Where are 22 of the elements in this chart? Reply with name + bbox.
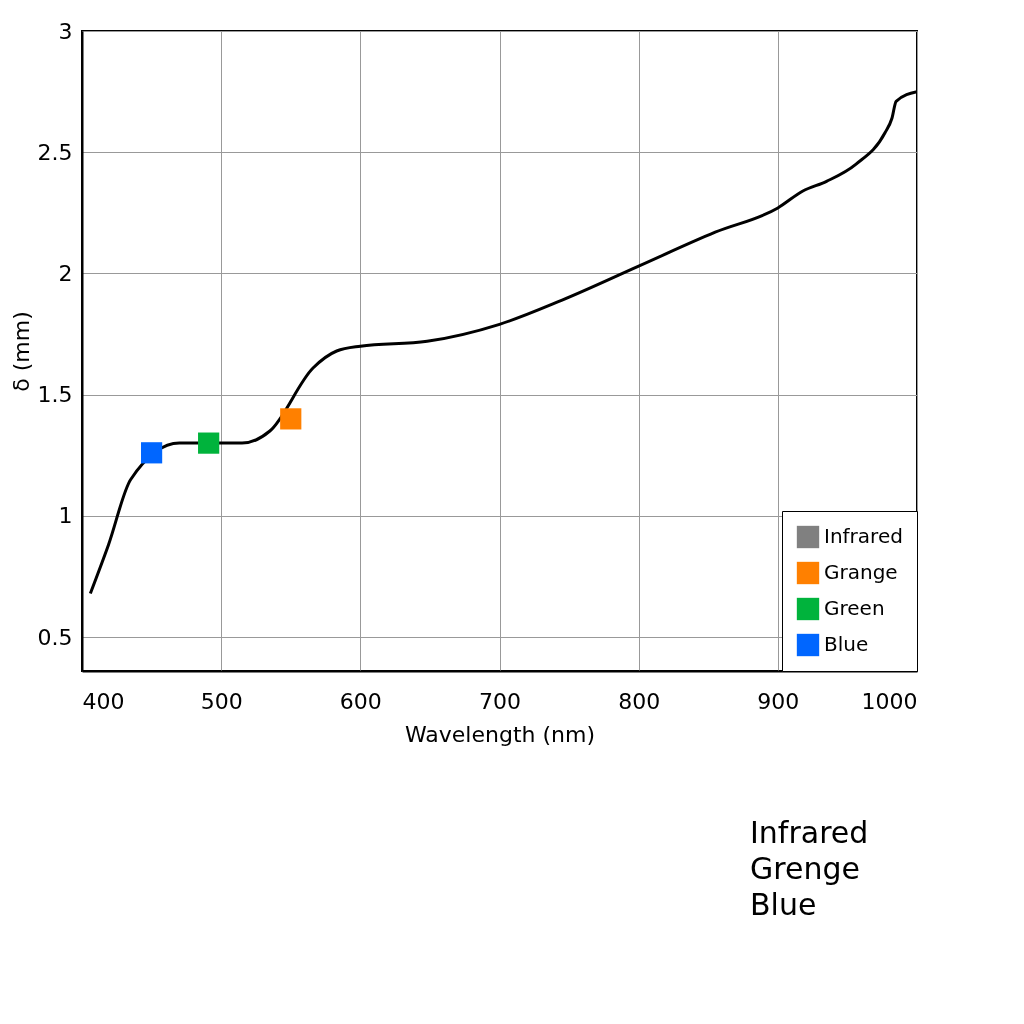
legend-label: Infrared [824, 524, 903, 548]
x-tick-label: 800 [618, 688, 661, 714]
text: Blue [750, 887, 817, 922]
y-tick-label: 2.5 [37, 139, 73, 165]
x-tick-label: 400 [82, 688, 125, 714]
y-tick-label: 2 [58, 260, 73, 286]
y-tick-label: 3 [58, 18, 73, 44]
legend-label: Grange [824, 560, 898, 584]
x-tick-label: 500 [200, 688, 243, 714]
y-tick-label: 0.5 [37, 624, 73, 650]
x-tick-label: 700 [479, 688, 521, 714]
x-tick-label: 600 [339, 688, 382, 714]
x-axis-title: Wavelength (nm) [404, 721, 596, 747]
legend-label: Green [824, 596, 885, 620]
legend-label: Blue [824, 632, 869, 656]
y-axis-title: δ (mm) [8, 311, 34, 392]
y-tick-label: 1 [58, 503, 73, 529]
text: Infrared [750, 815, 869, 850]
x-tick-label: 1000 [861, 688, 918, 714]
y-tick-label: 1.5 [37, 382, 73, 408]
text: Grenge [750, 851, 860, 886]
x-tick-label: 900 [757, 688, 800, 714]
